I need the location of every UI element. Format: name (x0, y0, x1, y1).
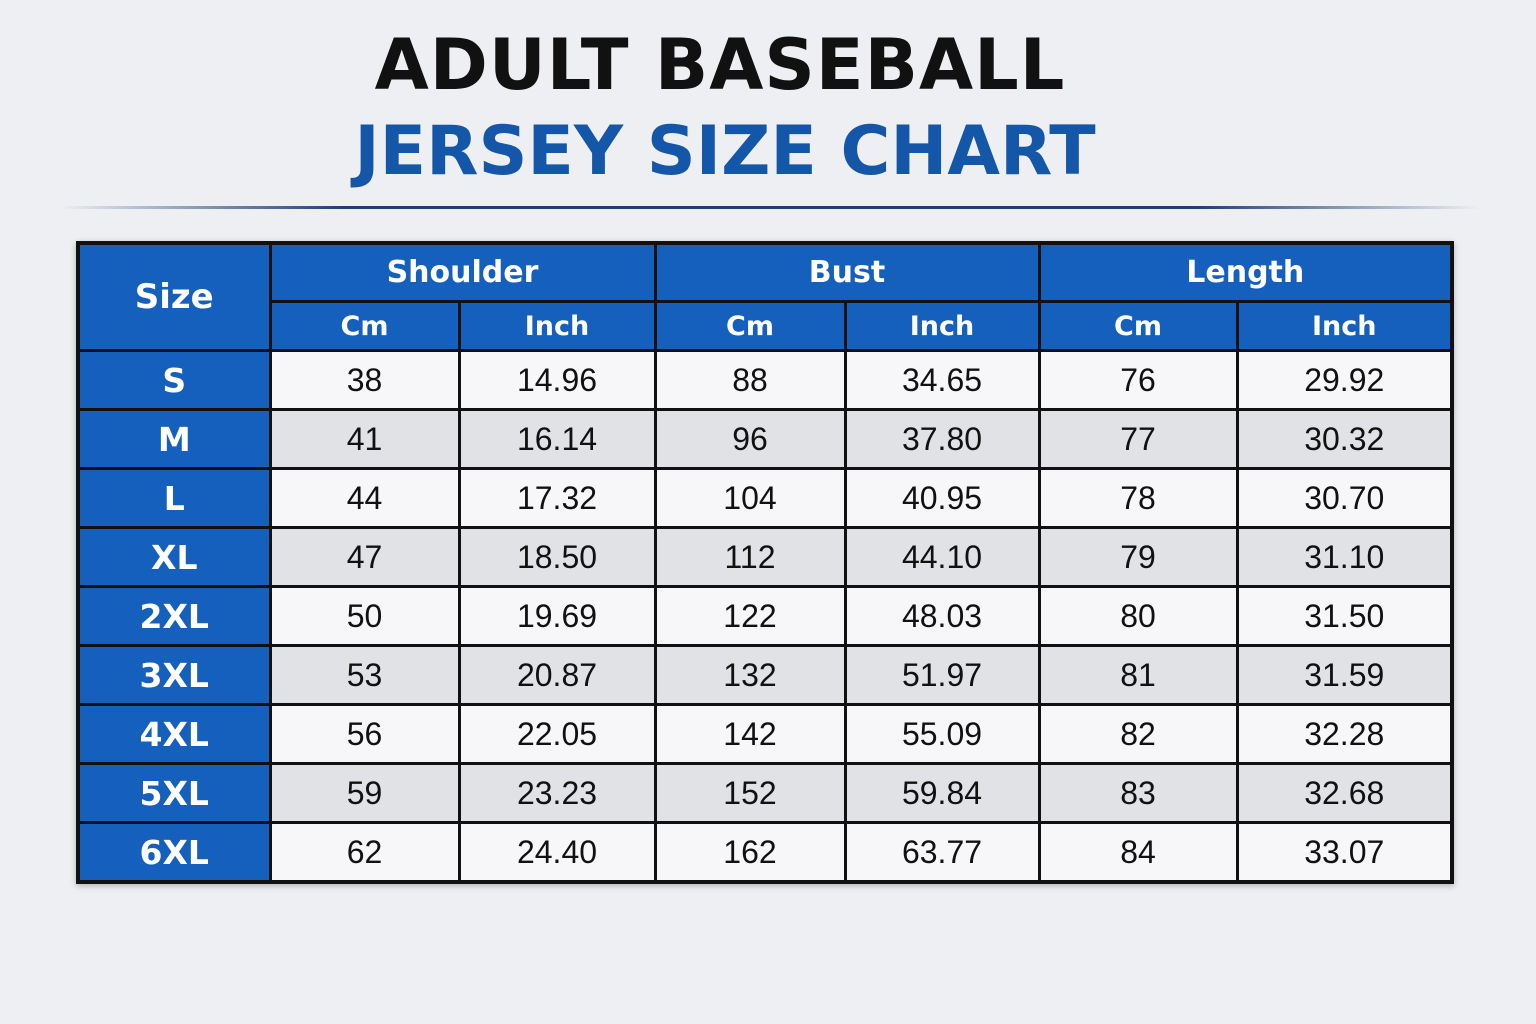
measurement-cell: 14.96 (457, 349, 657, 411)
measurement-cell: 152 (653, 762, 847, 824)
title-line-1: ADULT BASEBALL (374, 24, 1066, 106)
measurement-cell: 104 (653, 467, 847, 529)
title-divider (60, 206, 1480, 209)
measurement-cell: 50 (268, 585, 461, 647)
measurement-cell: 20.87 (457, 644, 657, 706)
measurement-cell: 142 (653, 703, 847, 765)
measurement-cell: 112 (653, 526, 847, 588)
measurement-cell: 77 (1037, 408, 1239, 470)
header-unit: Inch (457, 300, 657, 352)
measurement-cell: 24.40 (457, 821, 657, 884)
measurement-cell: 44.10 (843, 526, 1041, 588)
measurement-cell: 56 (268, 703, 461, 765)
header-bust: Bust (653, 241, 1041, 303)
table-row: 2XL 50 19.69 122 48.03 80 31.50 (76, 585, 1454, 647)
measurement-cell: 30.32 (1235, 408, 1454, 470)
measurement-cell: 30.70 (1235, 467, 1454, 529)
size-label: 3XL (76, 644, 272, 706)
measurement-cell: 76 (1037, 349, 1239, 411)
measurement-cell: 22.05 (457, 703, 657, 765)
measurement-cell: 18.50 (457, 526, 657, 588)
measurement-cell: 33.07 (1235, 821, 1454, 884)
measurement-cell: 53 (268, 644, 461, 706)
measurement-cell: 59.84 (843, 762, 1041, 824)
measurement-cell: 132 (653, 644, 847, 706)
measurement-cell: 79 (1037, 526, 1239, 588)
measurement-cell: 31.10 (1235, 526, 1454, 588)
measurement-cell: 17.32 (457, 467, 657, 529)
table-row: 5XL 59 23.23 152 59.84 83 32.68 (76, 762, 1454, 824)
table-row: S 38 14.96 88 34.65 76 29.92 (76, 349, 1454, 411)
table-row: L 44 17.32 104 40.95 78 30.70 (76, 467, 1454, 529)
measurement-cell: 48.03 (843, 585, 1041, 647)
measurement-cell: 47 (268, 526, 461, 588)
measurement-cell: 78 (1037, 467, 1239, 529)
table-row: 6XL 62 24.40 162 63.77 84 33.07 (76, 821, 1454, 884)
size-label: 5XL (76, 762, 272, 824)
measurement-cell: 37.80 (843, 408, 1041, 470)
size-label: XL (76, 526, 272, 588)
header-unit: Cm (1037, 300, 1239, 352)
measurement-cell: 38 (268, 349, 461, 411)
measurement-cell: 83 (1037, 762, 1239, 824)
header-size: Size (76, 241, 272, 352)
table-row: 4XL 56 22.05 142 55.09 82 32.28 (76, 703, 1454, 765)
title-line-2: JERSEY SIZE CHART (354, 112, 1096, 191)
measurement-cell: 23.23 (457, 762, 657, 824)
measurement-cell: 88 (653, 349, 847, 411)
measurement-cell: 162 (653, 821, 847, 884)
size-label: 6XL (76, 821, 272, 884)
measurement-cell: 31.59 (1235, 644, 1454, 706)
measurement-cell: 32.68 (1235, 762, 1454, 824)
measurement-cell: 51.97 (843, 644, 1041, 706)
size-label: 2XL (76, 585, 272, 647)
size-label: L (76, 467, 272, 529)
measurement-cell: 122 (653, 585, 847, 647)
size-label: 4XL (76, 703, 272, 765)
measurement-cell: 40.95 (843, 467, 1041, 529)
measurement-cell: 96 (653, 408, 847, 470)
measurement-cell: 32.28 (1235, 703, 1454, 765)
measurement-cell: 41 (268, 408, 461, 470)
table-row: XL 47 18.50 112 44.10 79 31.10 (76, 526, 1454, 588)
measurement-cell: 55.09 (843, 703, 1041, 765)
measurement-cell: 63.77 (843, 821, 1041, 884)
header-unit: Cm (653, 300, 847, 352)
size-label: S (76, 349, 272, 411)
header-unit: Inch (843, 300, 1041, 352)
header-unit: Cm (268, 300, 461, 352)
measurement-cell: 34.65 (843, 349, 1041, 411)
measurement-cell: 62 (268, 821, 461, 884)
measurement-cell: 19.69 (457, 585, 657, 647)
measurement-cell: 31.50 (1235, 585, 1454, 647)
measurement-cell: 84 (1037, 821, 1239, 884)
measurement-cell: 81 (1037, 644, 1239, 706)
size-chart-table: Size Shoulder Bust Length Cm Inch Cm Inc… (76, 241, 1454, 884)
measurement-cell: 16.14 (457, 408, 657, 470)
size-label: M (76, 408, 272, 470)
measurement-cell: 82 (1037, 703, 1239, 765)
measurement-cell: 59 (268, 762, 461, 824)
table-row: 3XL 53 20.87 132 51.97 81 31.59 (76, 644, 1454, 706)
header-shoulder: Shoulder (268, 241, 657, 303)
header-unit: Inch (1235, 300, 1454, 352)
measurement-cell: 44 (268, 467, 461, 529)
measurement-cell: 80 (1037, 585, 1239, 647)
measurement-cell: 29.92 (1235, 349, 1454, 411)
table-row: M 41 16.14 96 37.80 77 30.32 (76, 408, 1454, 470)
header-length: Length (1037, 241, 1454, 303)
